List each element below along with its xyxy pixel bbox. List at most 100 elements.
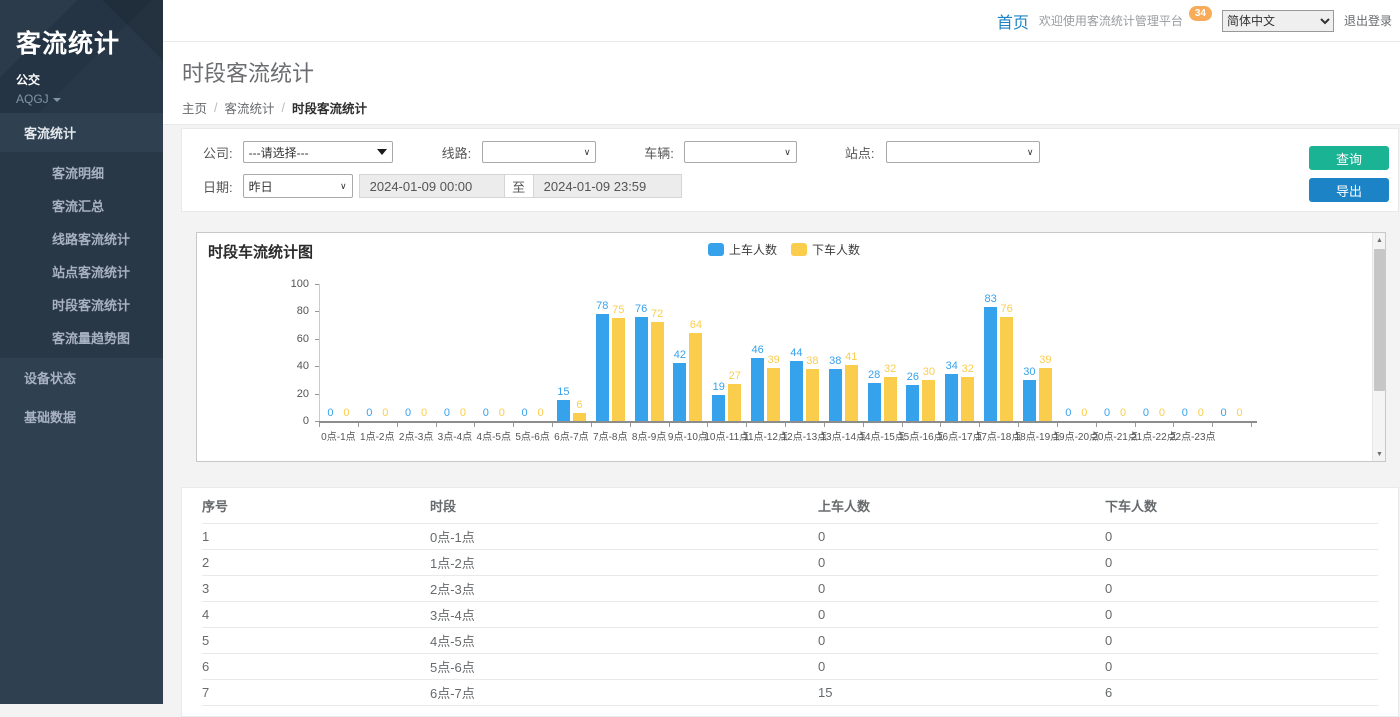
table-cell: 0 — [818, 659, 826, 674]
bar-boarding — [634, 316, 648, 421]
bar-value-label: 27 — [728, 370, 741, 382]
sidebar-item-passenger-detail[interactable]: 客流明细 — [52, 166, 105, 181]
bar-boarding — [712, 394, 726, 421]
bar-boarding — [945, 374, 959, 421]
table-cell: 3点-4点 — [430, 608, 475, 623]
bar-value-label: 41 — [845, 350, 858, 363]
scrollbar-thumb[interactable] — [1374, 249, 1385, 391]
x-axis-tick — [590, 423, 592, 427]
y-axis-tick-label: 40 — [296, 360, 309, 373]
breadcrumb-section[interactable]: 客流统计 — [224, 102, 275, 116]
company-select[interactable]: ---请选择--- — [242, 141, 393, 163]
vehicle-select[interactable]: ∨ — [683, 141, 797, 163]
bar-alighting — [961, 377, 975, 421]
x-axis-category-label: 4点-5点 — [476, 432, 511, 443]
query-button[interactable]: 查询 — [1309, 146, 1389, 170]
bar-boarding — [751, 357, 765, 421]
bar-value-label: 0 — [366, 407, 373, 419]
table-cell: 4点-5点 — [430, 634, 475, 649]
chevron-down-icon: ∨ — [784, 146, 791, 157]
bar-value-label: 76 — [634, 302, 648, 315]
bar-alighting — [611, 318, 625, 421]
y-axis-tick-label: 20 — [296, 387, 309, 400]
main-area: 首页 欢迎使用客流统计管理平台 34 简体中文 退出登录 时段客流统计 主页 /… — [163, 0, 1400, 717]
table-cell: 4 — [202, 607, 210, 622]
x-axis-tick — [513, 423, 515, 427]
scroll-down-arrow-icon[interactable]: ▼ — [1376, 450, 1383, 458]
bar-value-label: 0 — [343, 407, 350, 419]
logout-link[interactable]: 退出登录 — [1343, 14, 1392, 28]
welcome-text: 欢迎使用客流统计管理平台 — [1038, 14, 1183, 28]
table-cell: 6点-7点 — [430, 686, 475, 701]
station-select[interactable]: ∨ — [885, 141, 1040, 163]
x-axis-category-label: 2点-3点 — [398, 432, 434, 443]
home-link[interactable]: 首页 — [996, 14, 1029, 32]
user-dropdown[interactable]: AQGJ — [16, 92, 163, 106]
bar-boarding — [867, 382, 881, 421]
bar-value-label: 28 — [867, 368, 881, 381]
date-end-input[interactable] — [532, 174, 682, 198]
table-cell: 0 — [818, 555, 826, 570]
y-axis-tick — [315, 338, 319, 340]
sidebar-item-period-passenger-stats[interactable]: 时段客流统计 — [52, 298, 131, 313]
user-name: AQGJ — [16, 92, 49, 106]
bar-value-label: 0 — [482, 407, 489, 419]
export-button[interactable]: 导出 — [1309, 178, 1389, 202]
date-start-input[interactable] — [358, 174, 505, 198]
date-preset-select[interactable]: 昨日 ∨ — [242, 174, 353, 198]
y-axis-tick-label: 0 — [302, 415, 309, 427]
filter-panel: 公司: ---请选择--- 线路: ∨ 车辆: ∨ 站点: ∨ 日期: — [181, 128, 1399, 212]
x-axis-category-label: 21点-22点 — [1131, 432, 1177, 443]
chart-vertical-scrollbar[interactable]: ▲ ▼ — [1372, 233, 1385, 461]
bar-boarding — [789, 360, 803, 421]
vehicle-label: 车辆: — [644, 145, 674, 161]
breadcrumb-home[interactable]: 主页 — [182, 102, 208, 116]
table-cell: 5 — [202, 633, 210, 648]
bar-value-label: 0 — [421, 407, 428, 419]
x-axis-tick — [668, 423, 670, 427]
bar-value-label: 46 — [751, 343, 764, 356]
table-row: 7 6点-7点 15 6 — [202, 680, 1378, 706]
sidebar-item-line-passenger-stats[interactable]: 线路客流统计 — [52, 232, 131, 247]
scroll-up-arrow-icon[interactable]: ▲ — [1376, 236, 1383, 244]
y-axis-tick — [315, 311, 319, 313]
breadcrumb: 主页 / 客流统计 / 时段客流统计 — [182, 98, 1400, 117]
x-axis-category-label: 8点-9点 — [631, 432, 667, 443]
y-axis-tick — [315, 366, 319, 368]
x-axis-tick — [940, 423, 942, 427]
bar-alighting — [1038, 367, 1052, 421]
sidebar-item-passenger-trend-chart[interactable]: 客流量趋势图 — [52, 331, 131, 346]
bar-value-label: 75 — [612, 304, 625, 317]
table-cell: 0 — [1105, 633, 1113, 648]
bar-boarding — [906, 385, 920, 421]
table-row: 3 2点-3点 0 0 — [202, 576, 1378, 602]
bar-value-label: 0 — [1104, 407, 1111, 419]
bar-value-label: 0 — [498, 407, 505, 419]
sidebar-item-passenger-stats[interactable]: 客流统计 — [0, 113, 163, 152]
sidebar-item-base-data[interactable]: 基础数据 — [24, 410, 77, 425]
x-axis-tick — [707, 423, 709, 427]
sidebar-item-device-status[interactable]: 设备状态 — [24, 371, 77, 386]
bar-value-label: 39 — [767, 353, 780, 366]
content-area: 公司: ---请选择--- 线路: ∨ 车辆: ∨ 站点: ∨ 日期: — [163, 125, 1400, 717]
line-select[interactable]: ∨ — [482, 141, 597, 163]
bar-value-label: 0 — [1181, 407, 1188, 419]
sidebar-item-station-passenger-stats[interactable]: 站点客流统计 — [52, 265, 131, 280]
org-label: 公交 — [16, 73, 41, 87]
bar-value-label: 0 — [1197, 407, 1204, 419]
x-axis-tick — [1134, 423, 1136, 427]
sidebar-item-passenger-summary[interactable]: 客流汇总 — [52, 199, 105, 214]
x-axis-tick — [1251, 423, 1252, 427]
y-axis-tick — [315, 393, 319, 395]
breadcrumb-separator: / — [214, 100, 218, 115]
app-title: 客流统计 — [16, 30, 121, 58]
table-row: 1 0点-1点 0 0 — [202, 524, 1378, 550]
company-label: 公司: — [203, 145, 233, 161]
table-cell: 0点-1点 — [430, 530, 475, 545]
y-axis-tick — [315, 284, 319, 285]
x-axis-category-label: 15点-16点 — [898, 432, 944, 443]
language-select[interactable]: 简体中文 — [1221, 9, 1334, 32]
x-axis-category-label: 12点-13点 — [781, 432, 828, 443]
table-cell: 0 — [818, 607, 826, 622]
bar-value-label: 42 — [673, 349, 687, 362]
